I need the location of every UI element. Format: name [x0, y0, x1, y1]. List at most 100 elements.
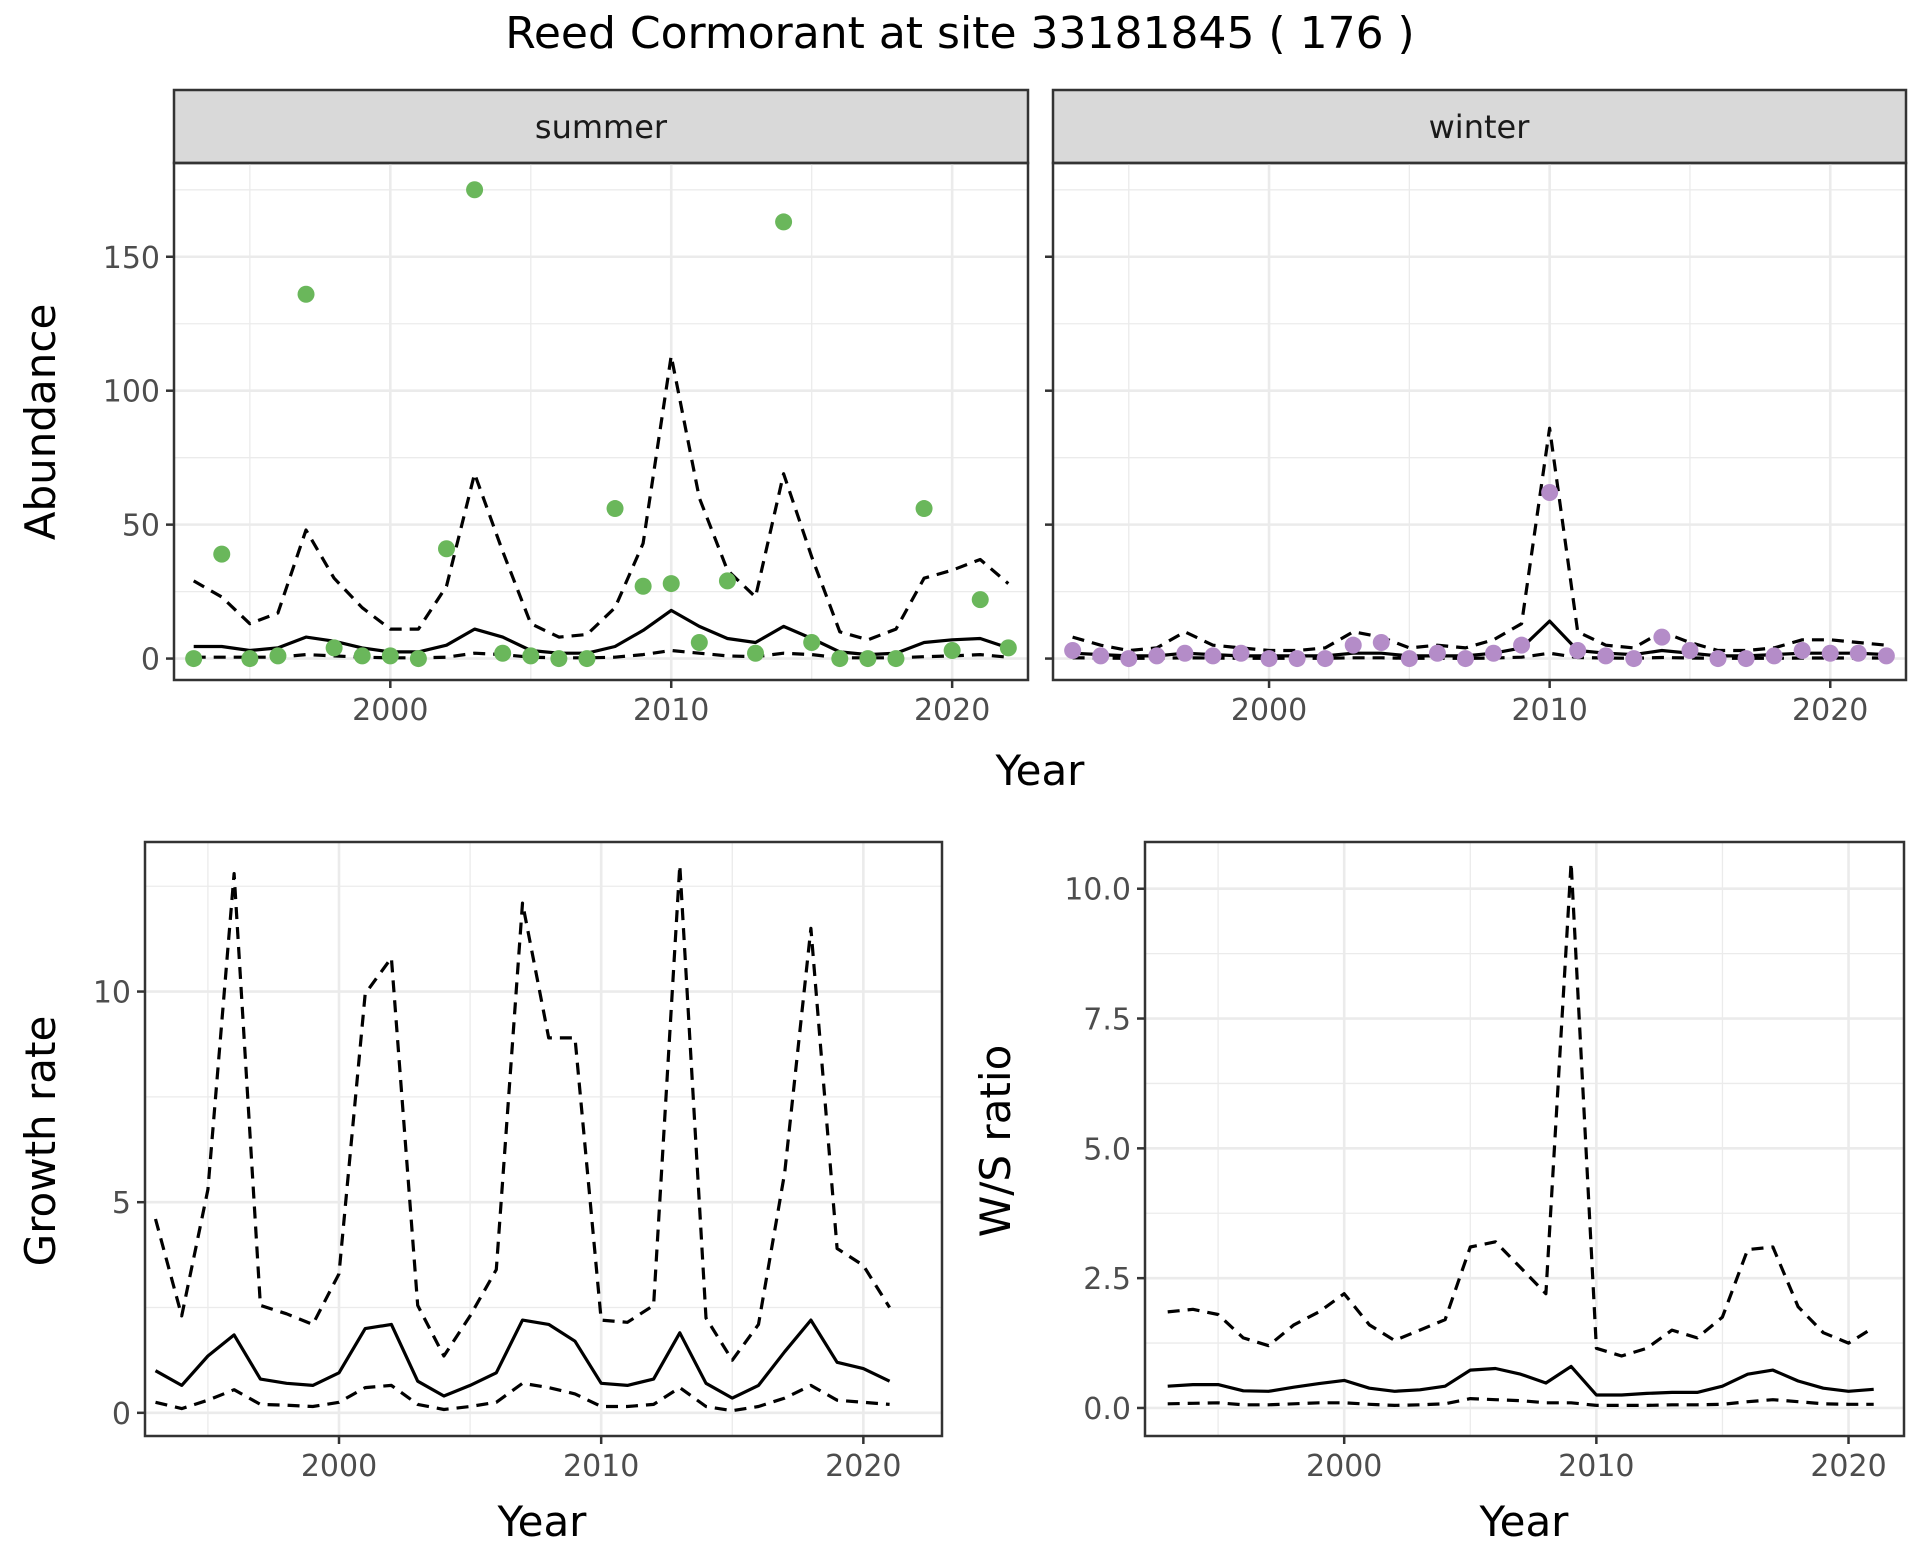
growth-series-line-bound-2	[155, 1381, 890, 1413]
winter-x-tick-label: 2000	[1231, 693, 1307, 728]
summer-data-point	[943, 642, 961, 660]
x-axis-title-growth: Year	[497, 1497, 588, 1546]
strip-label-winter: winter	[1429, 108, 1531, 146]
summer-y-tick-label: 0	[141, 643, 160, 678]
ratio-x-tick-label: 2020	[1810, 1449, 1886, 1484]
summer-data-point	[353, 647, 371, 665]
strip-background	[172, 88, 1030, 165]
summer-data-point	[437, 540, 455, 558]
summer-x-tick-label: 2020	[914, 693, 990, 728]
summer-data-point	[971, 591, 989, 609]
summer-data-point	[466, 181, 484, 199]
winter-data-point	[1288, 650, 1306, 668]
winter-data-point	[1428, 644, 1446, 662]
summer-data-point	[831, 650, 849, 668]
growth-panel-border	[143, 840, 944, 1438]
summer-data-point	[325, 639, 343, 657]
summer-data-point	[999, 639, 1017, 657]
growth-series-line-bound-1	[153, 863, 891, 1362]
panel-winter: 2000 2010 2020	[1045, 161, 1908, 728]
summer-data-point	[915, 500, 933, 518]
panel-ratio: 2000 2010 2020 0.0 2.5 5.0 7.5 10.0	[1064, 840, 1906, 1484]
growth-y-tick-label: 10	[93, 976, 131, 1011]
winter-data-point	[1232, 644, 1250, 662]
summer-data-point	[606, 500, 624, 518]
growth-series-line-median	[154, 1318, 891, 1400]
facet-summer: summer 2000 2010 2020 0 50 100 150	[103, 88, 1030, 728]
growth-rate-chart: 2000 2010 2020 0 5 10 Growth rate Year	[16, 840, 944, 1546]
summer-series-line-bound-1	[192, 354, 1010, 642]
ratio-y-tick-label: 7.5	[1083, 1003, 1131, 1038]
winter-series-line-median	[1072, 619, 1887, 658]
summer-data-point	[859, 650, 877, 668]
winter-data-point	[1849, 644, 1867, 662]
winter-data-point	[1064, 642, 1082, 660]
summer-data-point	[381, 647, 399, 665]
winter-data-point	[1400, 650, 1418, 668]
winter-data-point	[1541, 483, 1559, 501]
winter-data-point	[1793, 642, 1811, 660]
summer-data-point	[718, 572, 736, 590]
summer-x-tick-label: 2000	[352, 693, 428, 728]
x-axis-title-ratio: Year	[1479, 1497, 1570, 1546]
growth-y-tick-label: 5	[112, 1186, 131, 1221]
winter-data-point	[1120, 650, 1138, 668]
winter-data-point	[1456, 650, 1474, 668]
y-axis-title-ratio: W/S ratio	[971, 1045, 1020, 1238]
winter-data-point	[1372, 633, 1390, 651]
winter-x-tick-label: 2010	[1511, 693, 1587, 728]
growth-y-tick-label: 0	[112, 1397, 131, 1432]
x-axis-title-abundance: Year	[995, 746, 1086, 795]
winter-data-point	[1681, 642, 1699, 660]
summer-data-point	[578, 650, 596, 668]
winter-data-point	[1709, 650, 1727, 668]
ratio-y-tick-label: 0.0	[1083, 1392, 1131, 1427]
winter-series-line-bound-2	[1072, 651, 1887, 660]
summer-data-point	[775, 213, 793, 231]
summer-series-line-median	[193, 608, 1009, 657]
strip-label-summer: summer	[535, 108, 668, 146]
winter-data-point	[1597, 647, 1615, 665]
summer-data-point	[550, 650, 568, 668]
summer-data-point	[297, 285, 315, 303]
chart-title: Reed Cormorant at site 33181845 ( 176 )	[505, 8, 1414, 59]
ws-ratio-chart: 2000 2010 2020 0.0 2.5 5.0 7.5 10.0 W/S ratio Y…	[971, 840, 1906, 1546]
y-axis-title-growth: Growth rate	[16, 1016, 65, 1267]
summer-data-point	[747, 644, 765, 662]
winter-data-point	[1569, 642, 1587, 660]
summer-data-point	[690, 633, 708, 651]
winter-data-point	[1737, 650, 1755, 668]
facet-winter: winter 2000 2010 2020	[1045, 88, 1908, 728]
summer-x-tick-label: 2010	[633, 693, 709, 728]
winter-data-point	[1821, 644, 1839, 662]
ratio-series-line-bound-1	[1167, 861, 1875, 1358]
panel-summer: 2000 2010 2020 0 50 100 150	[103, 161, 1030, 728]
winter-data-point	[1513, 636, 1531, 654]
y-axis-title-abundance: Abundance	[16, 304, 65, 541]
winter-data-point	[1485, 644, 1503, 662]
summer-data-point	[494, 644, 512, 662]
ratio-panel-border	[1143, 840, 1906, 1438]
winter-data-point	[1653, 628, 1671, 646]
winter-data-point	[1148, 647, 1166, 665]
growth-x-tick-label: 2000	[301, 1449, 377, 1484]
winter-data-point	[1260, 650, 1278, 668]
summer-data-point	[269, 647, 287, 665]
summer-data-point	[213, 545, 231, 563]
panel-growth: 2000 2010 2020 0 5 10	[93, 840, 944, 1484]
winter-series-line-bound-1	[1072, 426, 1887, 653]
summer-data-point	[662, 575, 680, 593]
summer-data-point	[803, 633, 821, 651]
summer-data-point	[887, 650, 905, 668]
abundance-chart: summer 2000 2010 2020 0 50 100 150 winter 2000…	[16, 88, 1908, 795]
winter-panel-border	[1051, 161, 1908, 682]
ratio-series-line-bound-2	[1167, 1396, 1874, 1408]
winter-data-point	[1344, 636, 1362, 654]
growth-x-tick-label: 2020	[825, 1449, 901, 1484]
ratio-x-tick-label: 2000	[1306, 1449, 1382, 1484]
summer-data-point	[409, 650, 427, 668]
winter-data-point	[1204, 647, 1222, 665]
summer-y-tick-label: 100	[103, 375, 160, 410]
ratio-y-tick-label: 10.0	[1064, 873, 1131, 908]
